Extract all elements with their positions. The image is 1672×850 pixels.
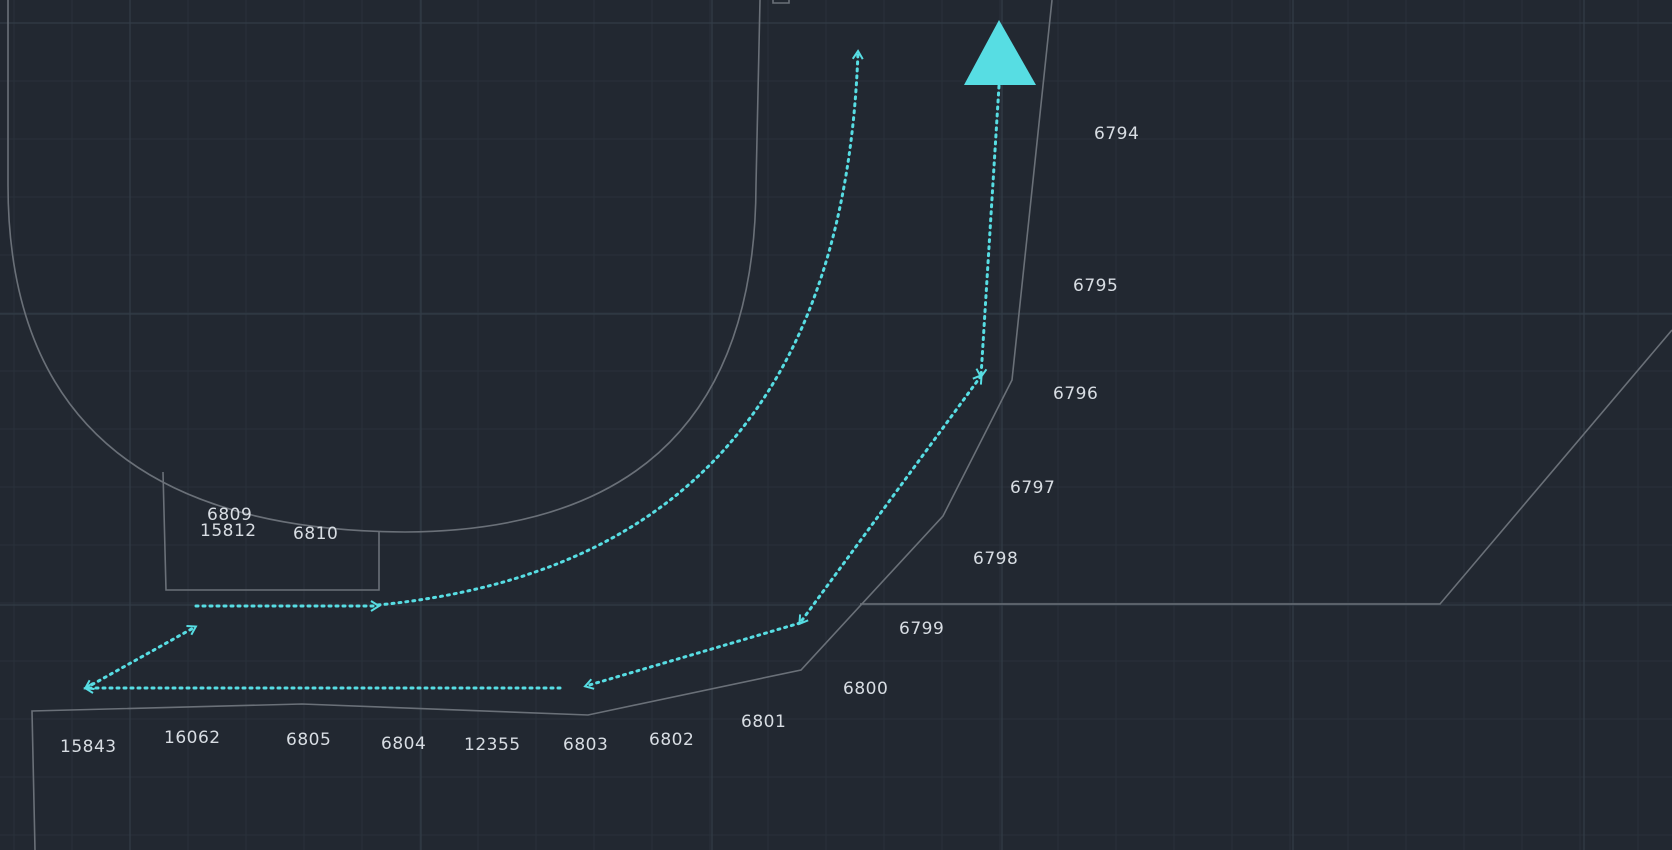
parcel-label: 6800 <box>843 679 888 699</box>
parcel-label: 6794 <box>1094 124 1139 144</box>
parcel-label: 16062 <box>164 728 221 748</box>
right-boundary-outline <box>31 0 1053 850</box>
u-shape-outline <box>7 0 761 533</box>
parcel-label: 6810 <box>293 524 338 544</box>
parcel-label: 6801 <box>741 712 786 732</box>
parcel-label: 6796 <box>1053 384 1098 404</box>
route-arrow-north <box>975 84 1001 379</box>
small-lot-outline <box>162 471 380 591</box>
parcel-label: 6804 <box>381 734 426 754</box>
parcel-label: 15812 <box>200 521 257 541</box>
top-tick <box>772 0 790 4</box>
parcel-label: 6798 <box>973 549 1018 569</box>
parcel-label: 6805 <box>286 730 331 750</box>
parcel-label: 6799 <box>899 619 944 639</box>
right-lot-outline <box>860 329 1672 605</box>
parcel-label: 6797 <box>1010 478 1055 498</box>
parcel-label: 6803 <box>563 735 608 755</box>
route-arrow-diagonal <box>798 373 983 626</box>
route-arrows <box>83 49 1001 694</box>
parcel-label: 6802 <box>649 730 694 750</box>
triangle-up-icon[interactable] <box>964 20 1036 85</box>
parcel-label: 15843 <box>60 737 117 757</box>
route-arrow-to-6803 <box>583 621 802 690</box>
boundary-lines <box>7 0 1672 850</box>
parcel-label: 12355 <box>464 735 521 755</box>
parcel-label: 6795 <box>1073 276 1118 296</box>
parcel-label: 6809 <box>207 505 252 525</box>
route-arrow-short-diagonal <box>83 625 198 690</box>
parcel-labels: 6794 6795 6796 6797 6798 6799 6800 6801 … <box>60 124 1139 757</box>
route-arrow-curve <box>376 49 864 607</box>
